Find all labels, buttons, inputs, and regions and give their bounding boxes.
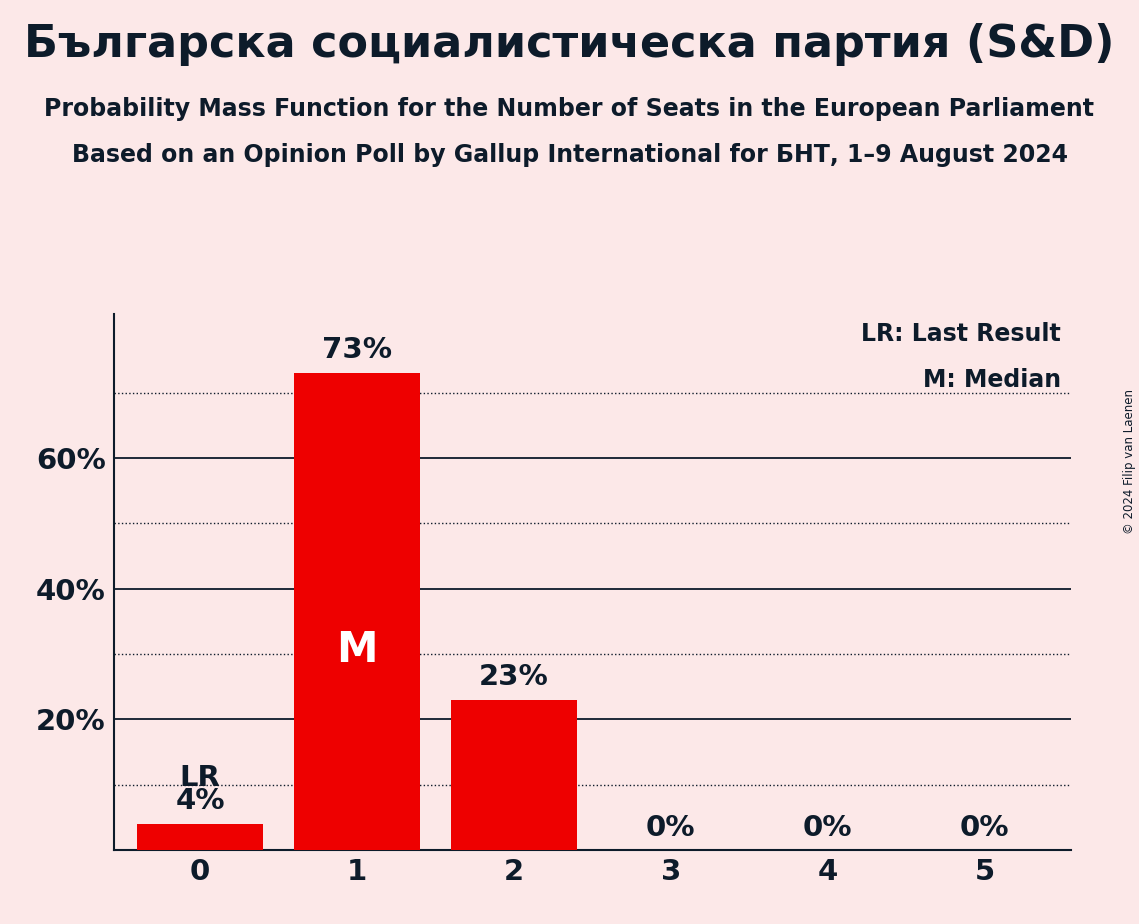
Text: 23%: 23% — [480, 663, 549, 691]
Bar — [294, 373, 420, 850]
Text: Probability Mass Function for the Number of Seats in the European Parliament: Probability Mass Function for the Number… — [44, 97, 1095, 121]
Text: M: M — [336, 628, 378, 671]
Text: LR: Last Result: LR: Last Result — [861, 322, 1062, 346]
Text: 0%: 0% — [646, 814, 696, 842]
Text: 0%: 0% — [960, 814, 1009, 842]
Text: Based on an Opinion Poll by Gallup International for БНТ, 1–9 August 2024: Based on an Opinion Poll by Gallup Inter… — [72, 143, 1067, 167]
Text: LR: LR — [180, 764, 221, 792]
Text: 4%: 4% — [175, 787, 224, 816]
Text: 73%: 73% — [322, 336, 392, 364]
Text: Българска социалистическа партия (S&D): Българска социалистическа партия (S&D) — [24, 23, 1115, 67]
Bar — [451, 699, 576, 850]
Bar — [138, 824, 263, 850]
Text: © 2024 Filip van Laenen: © 2024 Filip van Laenen — [1123, 390, 1137, 534]
Text: 0%: 0% — [803, 814, 852, 842]
Text: M: Median: M: Median — [923, 368, 1062, 392]
